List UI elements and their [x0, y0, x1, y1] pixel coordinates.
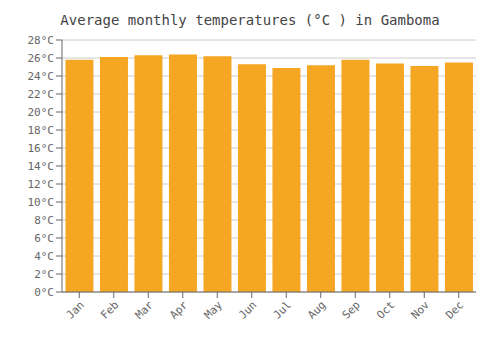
svg-text:Feb: Feb	[98, 298, 121, 321]
svg-text:Sep: Sep	[340, 298, 363, 321]
svg-text:8°C: 8°C	[34, 214, 54, 227]
svg-text:Aug: Aug	[305, 298, 328, 321]
svg-text:0°C: 0°C	[34, 286, 54, 299]
svg-text:28°C: 28°C	[28, 34, 55, 47]
svg-text:Jun: Jun	[236, 298, 259, 321]
svg-text:18°C: 18°C	[28, 124, 55, 137]
svg-text:10°C: 10°C	[28, 196, 55, 209]
svg-text:Dec: Dec	[443, 298, 466, 321]
svg-text:Jan: Jan	[64, 298, 87, 321]
html-text:Average monthly temperatures (: Average monthly temperatures (°C ) in Ga…	[60, 12, 440, 28]
svg-text:16°C: 16°C	[28, 142, 55, 155]
svg-text:6°C: 6°C	[34, 232, 54, 245]
svg-text:4°C: 4°C	[34, 250, 54, 263]
svg-text:20°C: 20°C	[28, 106, 55, 119]
svg-text:May: May	[202, 298, 226, 322]
svg-text:Jul: Jul	[271, 298, 294, 321]
svg-text:Oct: Oct	[374, 298, 397, 321]
svg-text:22°C: 22°C	[28, 88, 55, 101]
svg-text:Mar: Mar	[133, 298, 157, 322]
svg-text:2°C: 2°C	[34, 268, 54, 281]
svg-text:12°C: 12°C	[28, 178, 55, 191]
svg-text:Nov: Nov	[409, 298, 433, 322]
svg-text:Apr: Apr	[167, 298, 191, 322]
svg-text:26°C: 26°C	[28, 52, 55, 65]
svg-text:14°C: 14°C	[28, 160, 55, 173]
svg-text:24°C: 24°C	[28, 70, 55, 83]
